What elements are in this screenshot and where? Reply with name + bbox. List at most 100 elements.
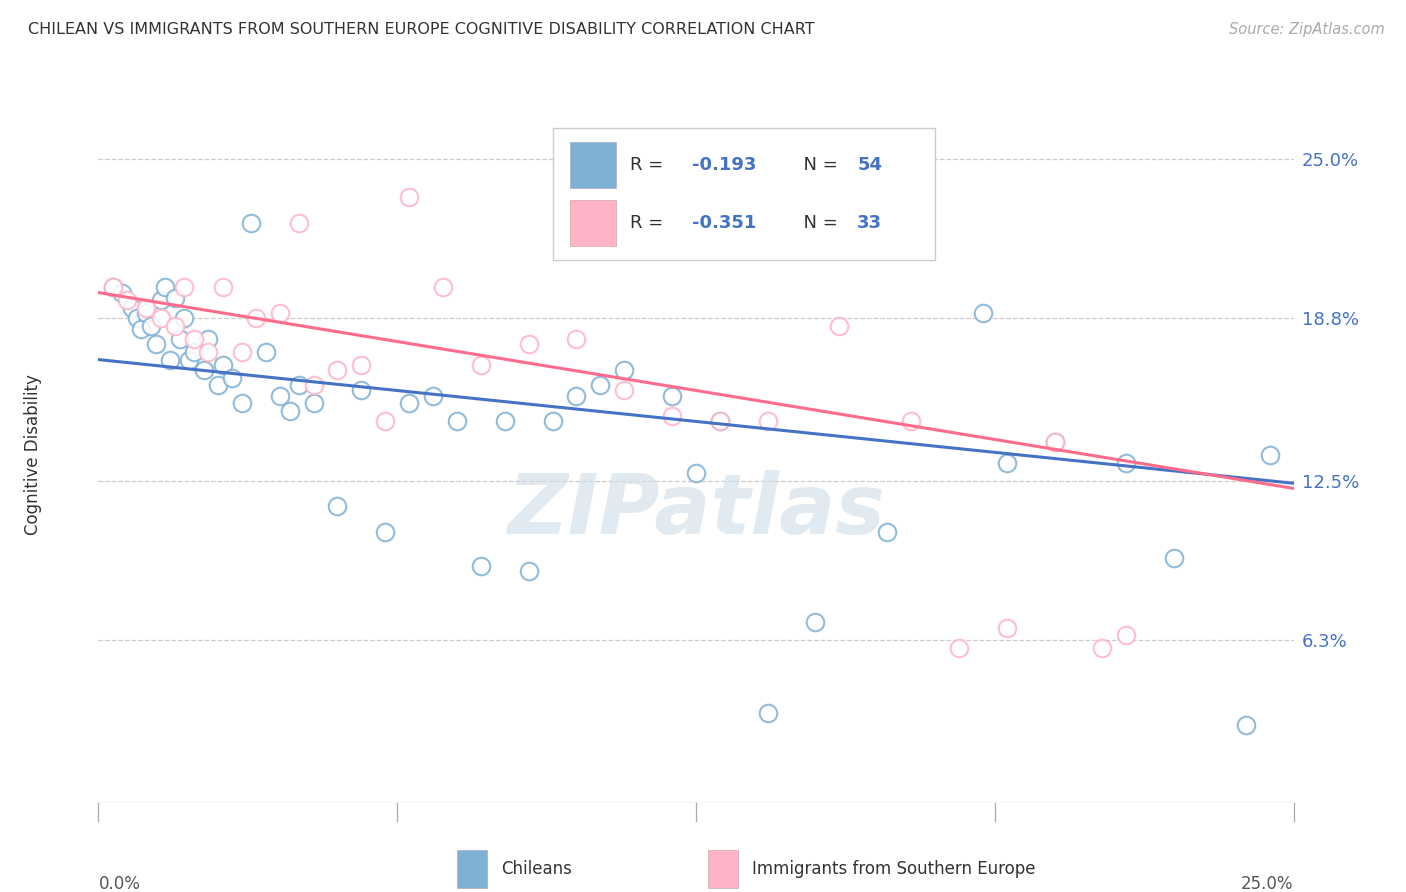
Point bbox=[446, 414, 468, 428]
Point bbox=[432, 280, 454, 294]
Bar bbox=[709, 850, 738, 888]
Point bbox=[517, 564, 540, 578]
Point bbox=[1043, 435, 1066, 450]
Text: 0.0%: 0.0% bbox=[98, 875, 141, 892]
Point bbox=[1234, 718, 1257, 732]
Text: ZIPatlas: ZIPatlas bbox=[508, 470, 884, 551]
Point bbox=[183, 344, 205, 359]
Point bbox=[111, 285, 134, 300]
Point bbox=[254, 344, 277, 359]
Bar bbox=[571, 201, 616, 245]
Point bbox=[1091, 641, 1114, 656]
Point bbox=[245, 311, 267, 326]
Point bbox=[374, 525, 396, 540]
Point bbox=[1258, 448, 1281, 462]
Point bbox=[470, 358, 492, 372]
Point bbox=[1163, 551, 1185, 566]
Point bbox=[101, 280, 124, 294]
Point bbox=[709, 414, 731, 428]
Text: R =: R = bbox=[630, 156, 669, 174]
Text: 25.0%: 25.0% bbox=[1241, 875, 1294, 892]
Text: 33: 33 bbox=[858, 214, 883, 232]
Point bbox=[350, 384, 373, 398]
Point bbox=[948, 641, 970, 656]
Point bbox=[876, 525, 898, 540]
Point bbox=[541, 414, 564, 428]
Point bbox=[613, 363, 636, 377]
Point bbox=[145, 337, 167, 351]
Point bbox=[326, 500, 349, 514]
Point bbox=[183, 332, 205, 346]
Point bbox=[302, 396, 325, 410]
Point bbox=[173, 311, 195, 326]
Point bbox=[995, 456, 1018, 470]
Text: 54: 54 bbox=[858, 156, 883, 174]
Point bbox=[972, 306, 994, 320]
Point bbox=[661, 409, 683, 424]
Point bbox=[115, 293, 138, 308]
FancyBboxPatch shape bbox=[553, 128, 935, 260]
Point bbox=[470, 558, 492, 573]
Text: -0.351: -0.351 bbox=[692, 214, 756, 232]
Point bbox=[613, 384, 636, 398]
Text: Cognitive Disability: Cognitive Disability bbox=[24, 375, 42, 535]
Point bbox=[197, 344, 219, 359]
Point bbox=[149, 293, 172, 308]
Point bbox=[828, 319, 851, 334]
Point bbox=[155, 280, 177, 294]
Point bbox=[398, 396, 420, 410]
Point bbox=[995, 621, 1018, 635]
Point bbox=[517, 337, 540, 351]
Point bbox=[193, 363, 215, 377]
Point bbox=[125, 311, 148, 326]
Point bbox=[565, 332, 588, 346]
Point bbox=[163, 291, 186, 305]
Text: N =: N = bbox=[792, 214, 844, 232]
Point bbox=[221, 370, 243, 384]
Point bbox=[269, 389, 291, 403]
Point bbox=[1115, 456, 1137, 470]
Point bbox=[169, 332, 191, 346]
Point bbox=[278, 404, 301, 418]
Point bbox=[288, 216, 311, 230]
Point bbox=[139, 319, 162, 334]
Point bbox=[173, 280, 195, 294]
Point bbox=[101, 280, 124, 294]
Point bbox=[131, 321, 153, 335]
Point bbox=[211, 358, 233, 372]
Point bbox=[149, 311, 172, 326]
Point bbox=[207, 378, 229, 392]
Point bbox=[756, 414, 779, 428]
Point bbox=[231, 396, 253, 410]
Point bbox=[756, 706, 779, 720]
Text: R =: R = bbox=[630, 214, 669, 232]
Point bbox=[179, 352, 201, 367]
Point bbox=[163, 319, 186, 334]
Point bbox=[231, 344, 253, 359]
Text: Chileans: Chileans bbox=[501, 860, 572, 878]
Bar bbox=[571, 143, 616, 187]
Point bbox=[589, 378, 612, 392]
Point bbox=[326, 363, 349, 377]
Point bbox=[804, 615, 827, 630]
Bar bbox=[457, 850, 486, 888]
Point bbox=[159, 352, 181, 367]
Point bbox=[900, 414, 922, 428]
Text: N =: N = bbox=[792, 156, 844, 174]
Point bbox=[494, 414, 516, 428]
Point bbox=[288, 378, 311, 392]
Point bbox=[685, 466, 707, 480]
Point bbox=[422, 389, 444, 403]
Point bbox=[709, 414, 731, 428]
Point bbox=[350, 358, 373, 372]
Point bbox=[135, 301, 157, 315]
Text: Immigrants from Southern Europe: Immigrants from Southern Europe bbox=[752, 860, 1036, 878]
Point bbox=[374, 414, 396, 428]
Point bbox=[565, 389, 588, 403]
Point bbox=[1115, 628, 1137, 642]
Point bbox=[661, 389, 683, 403]
Text: -0.193: -0.193 bbox=[692, 156, 756, 174]
Text: Source: ZipAtlas.com: Source: ZipAtlas.com bbox=[1229, 22, 1385, 37]
Point bbox=[135, 306, 157, 320]
Text: CHILEAN VS IMMIGRANTS FROM SOUTHERN EUROPE COGNITIVE DISABILITY CORRELATION CHAR: CHILEAN VS IMMIGRANTS FROM SOUTHERN EURO… bbox=[28, 22, 814, 37]
